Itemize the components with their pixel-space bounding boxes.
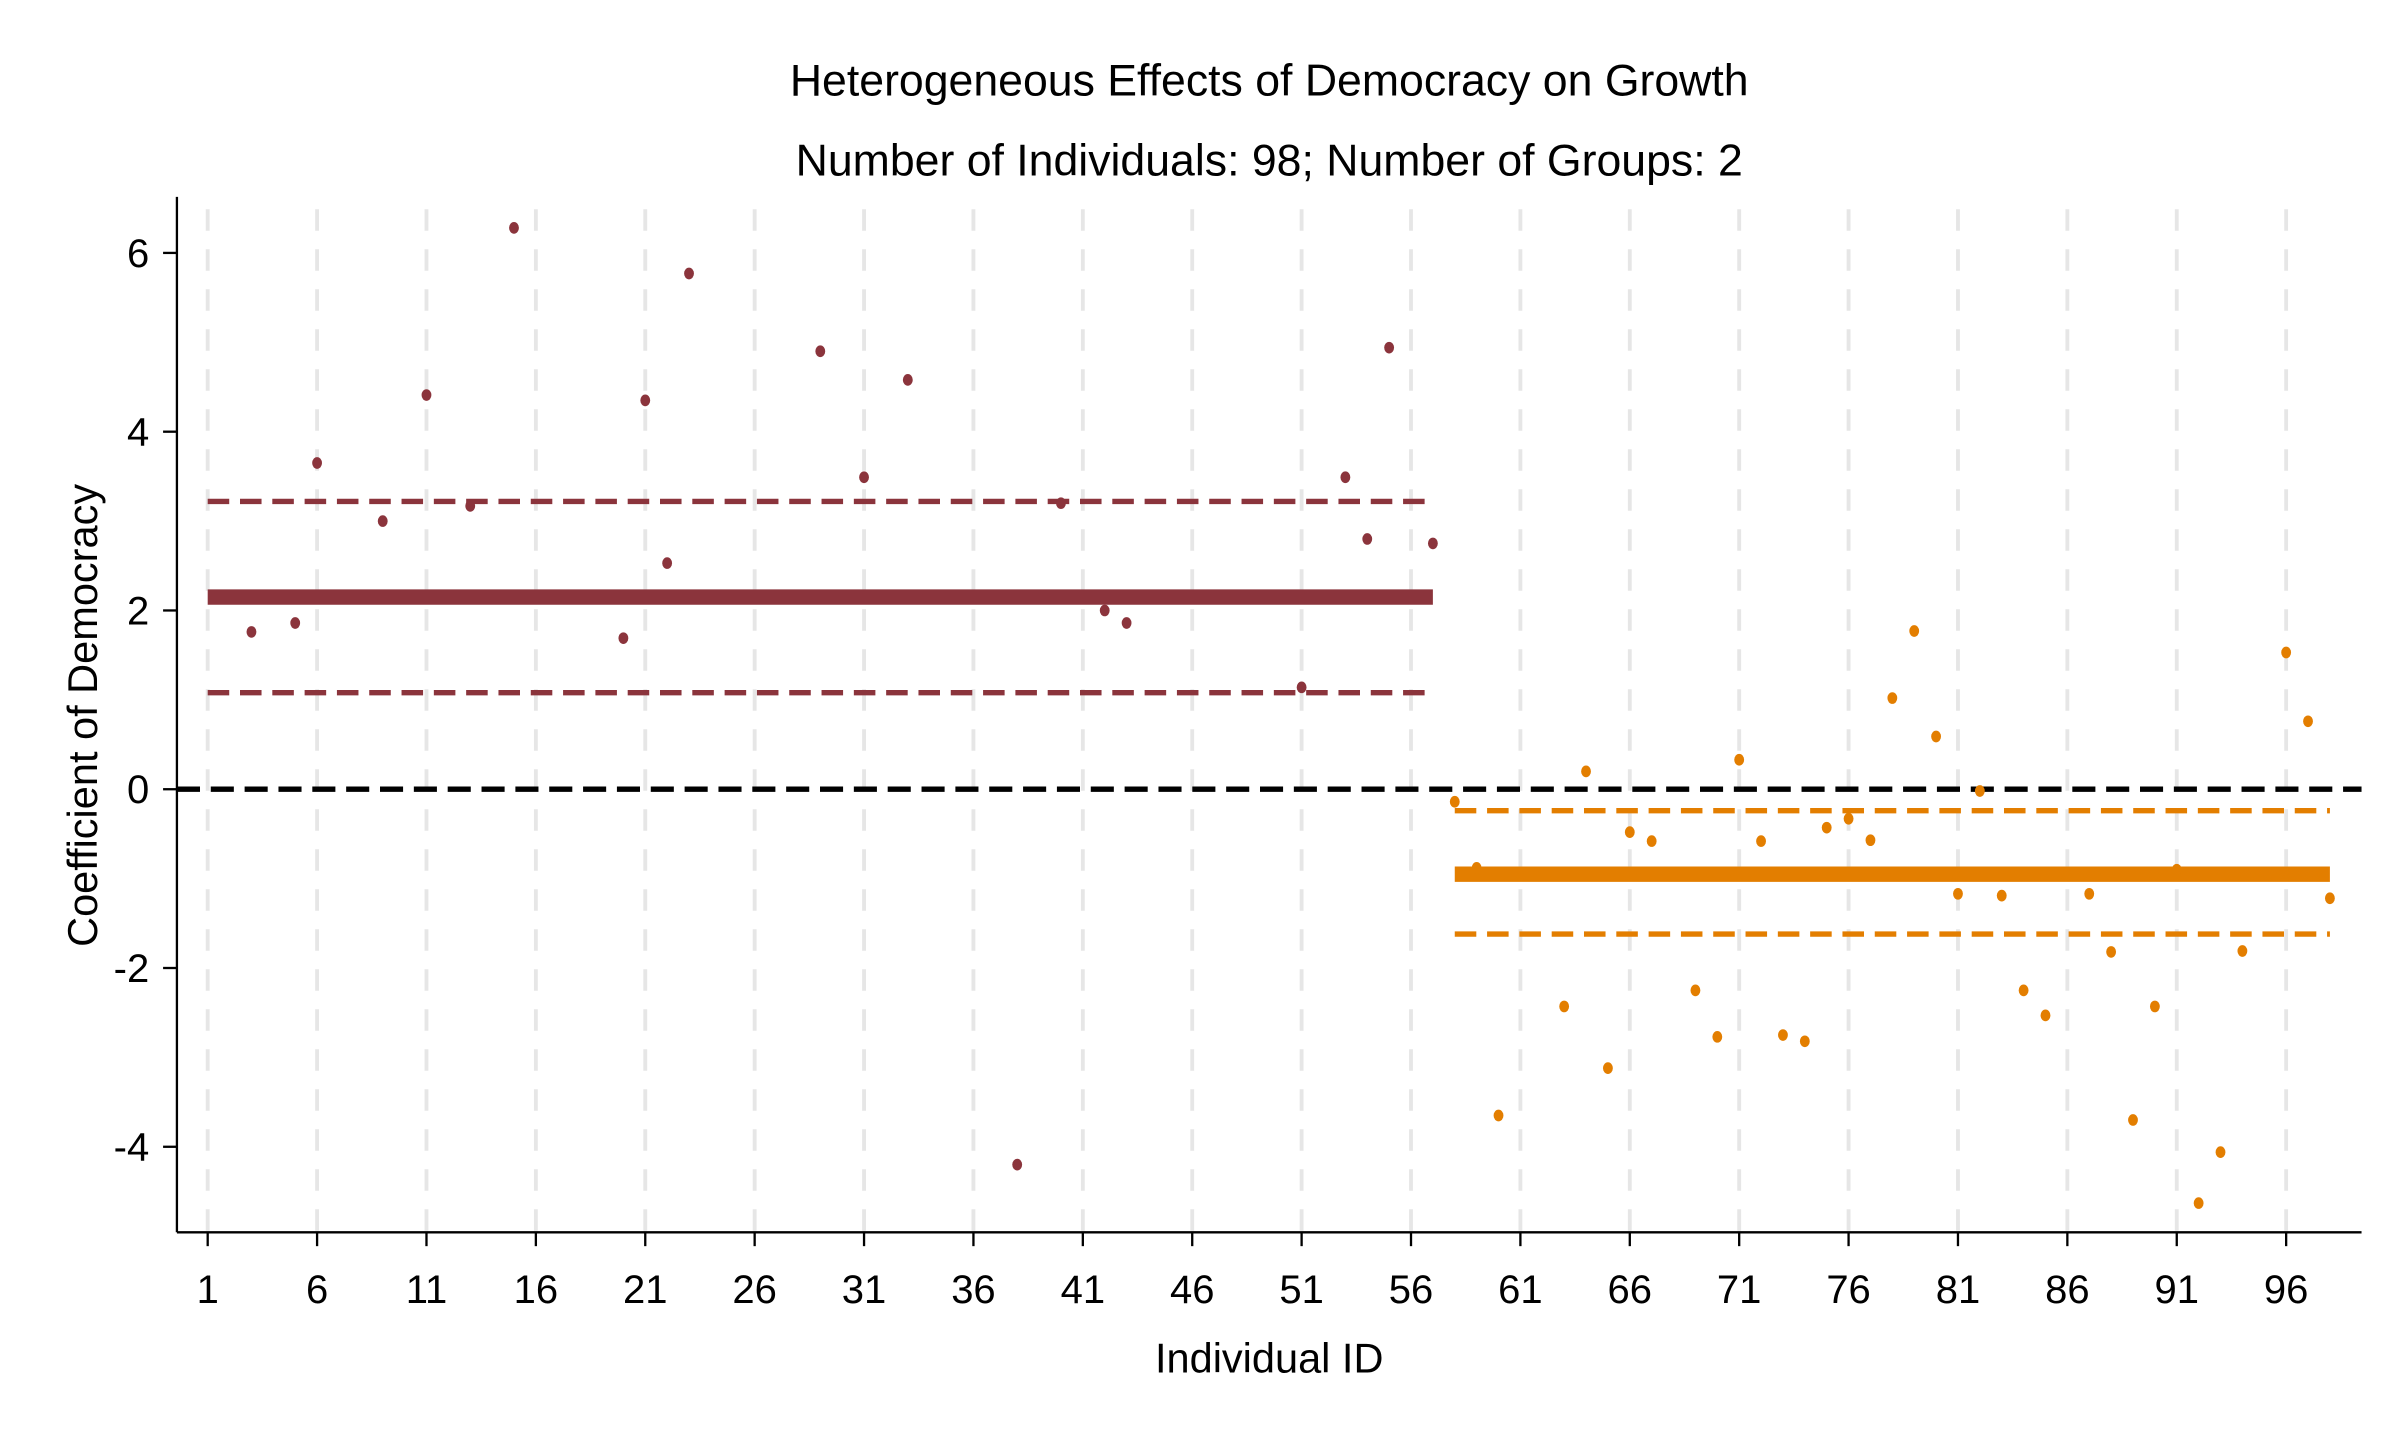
group-1-point — [902, 374, 913, 386]
group-2-point — [1581, 765, 1591, 778]
group-2-point — [1887, 692, 1898, 704]
group-1-point — [618, 632, 629, 645]
group-1-point — [1121, 617, 1132, 629]
x-tick-label: 71 — [1717, 1268, 1762, 1312]
x-tick-label: 61 — [1498, 1268, 1542, 1312]
group-2-point — [1646, 835, 1657, 847]
group-1-point — [1340, 471, 1351, 484]
chart-title: Heterogeneous Effects of Democracy on Gr… — [790, 56, 1749, 105]
group-2-point — [1821, 821, 1832, 834]
group-2-point — [2084, 887, 2095, 900]
group-1-point — [377, 515, 388, 527]
group-2-point — [1865, 834, 1876, 847]
y-tick-label: -2 — [114, 947, 150, 991]
y-tick-label: 4 — [127, 411, 149, 455]
group-1-point — [859, 471, 869, 484]
chart-subtitle: Number of Individuals: 98; Number of Gro… — [796, 136, 1743, 185]
x-tick-label: 41 — [1061, 1268, 1106, 1312]
group-2-point — [1843, 812, 1854, 825]
x-tick-label: 1 — [197, 1268, 219, 1312]
x-tick-label: 91 — [2155, 1268, 2200, 1312]
group-1-point — [1427, 537, 1438, 550]
group-2-point — [1909, 625, 1920, 637]
group-1-point — [421, 389, 432, 401]
group-1-point — [509, 222, 519, 234]
x-tick-label: 36 — [951, 1268, 995, 1312]
group-2-point — [2237, 945, 2248, 957]
group-2-point — [1712, 1030, 1723, 1043]
group-2-point — [2215, 1146, 2226, 1158]
group-2-point — [2018, 984, 2029, 997]
y-tick-label: 2 — [127, 589, 149, 633]
group-1-point — [465, 500, 476, 512]
group-2-point — [1624, 826, 1635, 838]
x-tick-label: 96 — [2264, 1268, 2309, 1312]
y-tick-label: 6 — [127, 232, 149, 276]
x-tick-label: 76 — [1826, 1268, 1871, 1312]
group-2-point — [1778, 1029, 1788, 1041]
group-1-point — [815, 345, 826, 358]
group-2-point — [1602, 1062, 1613, 1074]
x-tick-label: 21 — [623, 1268, 667, 1312]
group-1-point — [684, 267, 694, 280]
group-2-point — [2149, 1000, 2160, 1013]
x-tick-label: 56 — [1389, 1268, 1434, 1312]
group-2-point — [1559, 1000, 1570, 1013]
x-tick-label: 81 — [1936, 1268, 1981, 1312]
group-2-point — [2193, 1197, 2204, 1209]
group-1-point — [290, 617, 301, 629]
group-2-point — [2303, 715, 2313, 728]
group-2-point — [2324, 892, 2335, 905]
group-2-point — [1449, 795, 1460, 808]
group-2-point — [1756, 835, 1766, 847]
group-1-point — [1384, 341, 1395, 354]
group-2-point — [1734, 753, 1745, 766]
group-2-point — [1471, 862, 1482, 874]
axes: 1 6 11 16 21 26 31 36 41 46 51 56 61 66 71 76 81 86 91 96-4… — [114, 196, 2362, 1312]
y-tick-label: 0 — [127, 768, 149, 812]
group-2-point — [2106, 946, 2117, 958]
group-2-point — [2281, 646, 2292, 659]
x-tick-label: 86 — [2045, 1268, 2090, 1312]
group-2-point — [1996, 889, 2007, 902]
group-1-point — [1056, 497, 1066, 510]
group-2-point — [2128, 1114, 2138, 1126]
group-2-point — [1974, 785, 1985, 797]
x-tick-label: 16 — [514, 1268, 558, 1312]
group-1-point — [640, 394, 651, 407]
y-tick-label: -4 — [114, 1126, 150, 1170]
group-1-point — [1099, 604, 1110, 617]
group-2-point — [1799, 1035, 1810, 1048]
x-axis-label: Individual ID — [1155, 1334, 1383, 1381]
group-2-point — [2171, 863, 2182, 876]
x-tick-label: 46 — [1170, 1268, 1215, 1312]
x-tick-label: 26 — [732, 1268, 776, 1312]
x-tick-label: 66 — [1608, 1268, 1653, 1312]
gridlines — [205, 209, 2289, 1233]
group-1-point — [662, 557, 673, 569]
group-1-point — [246, 626, 257, 638]
x-tick-label: 31 — [842, 1268, 887, 1312]
group-1-point — [1012, 1158, 1023, 1171]
group-2-point — [1953, 887, 1963, 900]
group-1-point — [1362, 533, 1373, 545]
y-axis-label: Coefficient of Democracy — [59, 484, 106, 947]
group-2-point — [1690, 984, 1701, 997]
group-1-point — [1296, 681, 1307, 694]
group-2-point — [1931, 730, 1942, 743]
plot-area — [176, 222, 2362, 1209]
group-1-point — [312, 457, 323, 469]
group-2-point — [1493, 1109, 1504, 1122]
x-tick-label: 51 — [1279, 1268, 1324, 1312]
x-tick-label: 11 — [406, 1268, 448, 1312]
x-tick-label: 6 — [306, 1268, 328, 1312]
group-2-point — [2040, 1009, 2051, 1022]
